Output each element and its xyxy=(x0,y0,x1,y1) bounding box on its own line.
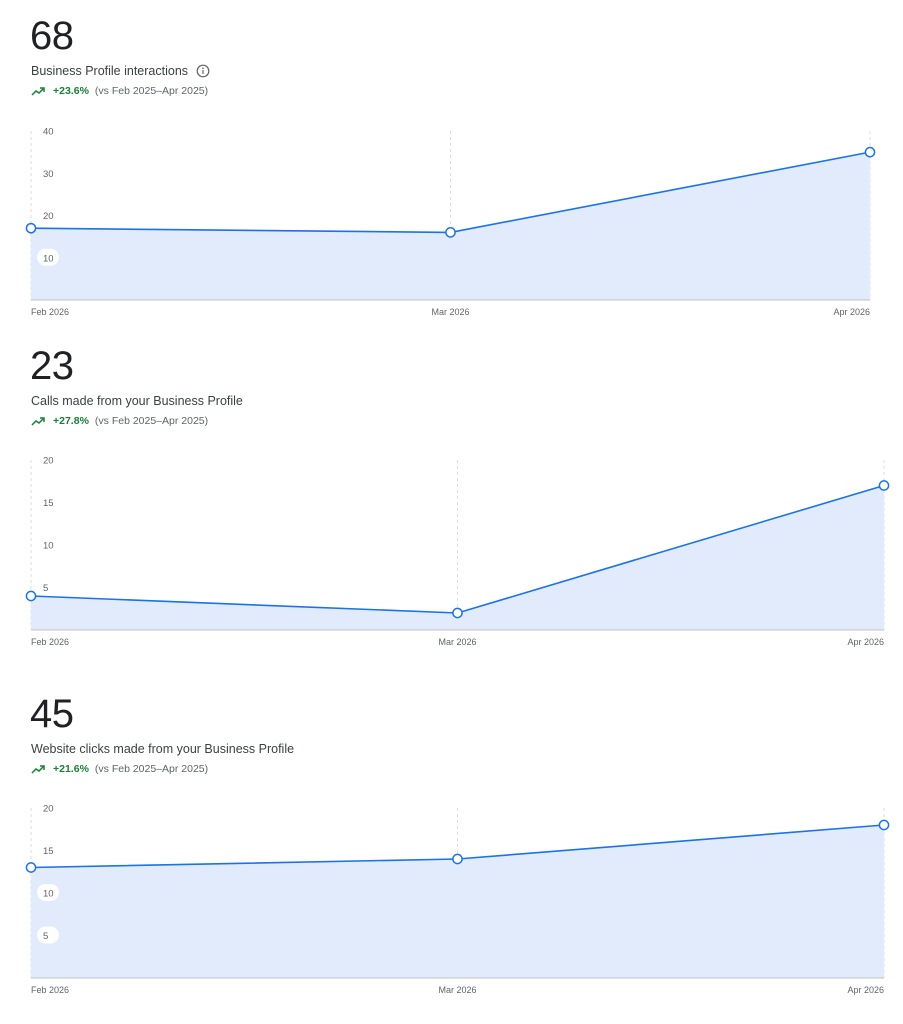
y-tick-label: 10 xyxy=(43,889,54,900)
x-tick-label: Feb 2026 xyxy=(31,307,69,317)
data-point xyxy=(864,146,876,158)
trending-up-icon xyxy=(31,86,45,96)
interactions-chart: 10 20 30 40 Feb 2026 Mar 2026 Apr 2026 xyxy=(25,127,876,317)
y-tick-label: 20 xyxy=(43,456,54,467)
x-tick-label: Mar 2026 xyxy=(438,637,476,647)
data-point xyxy=(25,862,37,873)
metric-label-text: Calls made from your Business Profile xyxy=(31,394,243,408)
y-tick-label: 5 xyxy=(43,931,48,942)
calls-chart: 5 10 15 20 Feb 2026 Mar 2026 Apr 2026 xyxy=(25,456,890,647)
data-point xyxy=(878,480,890,491)
series-area xyxy=(31,825,884,978)
y-tick-label: 10 xyxy=(43,541,54,552)
metric-label: Website clicks made from your Business P… xyxy=(31,742,294,756)
metric-change: +27.8% (vs Feb 2025–Apr 2025) xyxy=(31,415,208,427)
metric-value: 45 xyxy=(30,692,74,736)
data-point xyxy=(452,607,463,619)
metric-label: Business Profile interactions xyxy=(31,64,210,78)
metric-label-text: Business Profile interactions xyxy=(31,64,189,78)
series-area xyxy=(31,152,870,300)
metric-value: 68 xyxy=(30,14,74,58)
metric-label: Calls made from your Business Profile xyxy=(31,394,243,408)
x-tick-label: Apr 2026 xyxy=(847,637,884,647)
x-tick-label: Feb 2026 xyxy=(31,985,69,995)
x-tick-label: Feb 2026 xyxy=(31,637,69,647)
metric-label-text: Website clicks made from your Business P… xyxy=(31,742,295,756)
y-tick-label: 40 xyxy=(43,127,54,138)
change-percent: +27.8% xyxy=(53,415,89,427)
info-icon[interactable] xyxy=(196,64,210,78)
trending-up-icon xyxy=(31,764,45,774)
y-tick-label-bg xyxy=(37,248,59,266)
comparison-period: (vs Feb 2025–Apr 2025) xyxy=(94,85,209,97)
comparison-period: (vs Feb 2025–Apr 2025) xyxy=(94,763,209,775)
data-point xyxy=(445,227,456,238)
x-tick-label: Apr 2026 xyxy=(833,307,870,317)
x-tick-label: Mar 2026 xyxy=(431,307,469,317)
y-tick-label: 30 xyxy=(43,169,54,180)
x-tick-label: Apr 2026 xyxy=(847,985,884,995)
data-point xyxy=(25,590,37,602)
y-tick-label: 20 xyxy=(43,211,54,222)
data-point xyxy=(878,819,890,831)
change-percent: +21.6% xyxy=(53,763,89,775)
y-tick-label: 5 xyxy=(43,583,48,594)
data-point xyxy=(25,222,37,234)
x-tick-label: Mar 2026 xyxy=(438,985,476,995)
y-tick-label-bg xyxy=(37,884,59,901)
metric-change: +23.6% (vs Feb 2025–Apr 2025) xyxy=(31,85,208,97)
metric-change: +21.6% (vs Feb 2025–Apr 2025) xyxy=(31,763,208,775)
y-tick-label: 15 xyxy=(43,846,54,857)
comparison-period: (vs Feb 2025–Apr 2025) xyxy=(94,415,209,427)
series-area xyxy=(31,485,884,630)
data-point xyxy=(452,853,463,865)
y-tick-label: 20 xyxy=(43,804,54,815)
y-tick-label: 15 xyxy=(43,498,54,509)
metric-value: 23 xyxy=(30,344,74,388)
y-tick-label: 10 xyxy=(43,253,54,264)
trending-up-icon xyxy=(31,416,45,426)
y-tick-label-bg xyxy=(37,926,59,944)
change-percent: +23.6% xyxy=(53,85,89,97)
